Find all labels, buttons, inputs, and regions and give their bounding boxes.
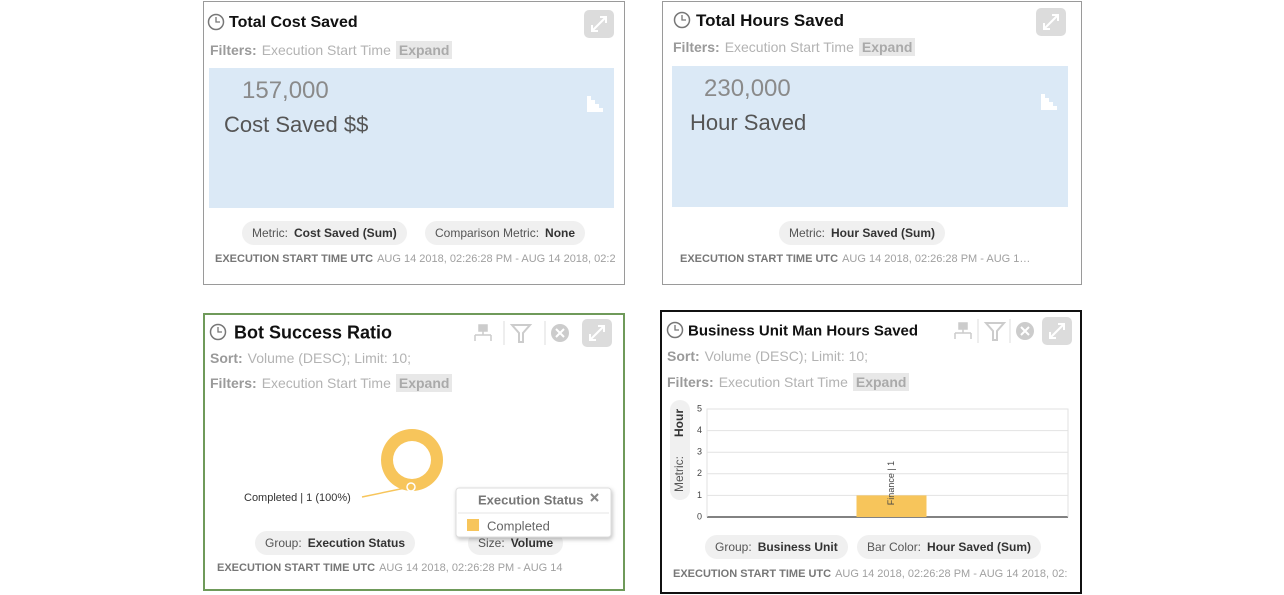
pill-value: Volume (510, 536, 554, 550)
footer: EXECUTION START TIME UTC AUG 14 2018, 02:… (217, 562, 563, 574)
kpi-value: 157,000 (242, 77, 329, 104)
filters-text: Execution Start Time (718, 374, 848, 390)
footer-label: EXECUTION START TIME UTC (680, 253, 839, 265)
sort-label: Sort: (210, 350, 243, 366)
sort-text: Volume (DESC); Limit: 10; (704, 348, 869, 364)
sort-row: Sort: Volume (DESC); Limit: 10; (667, 348, 868, 364)
filters-label: Filters: (210, 375, 257, 391)
filters-label: Filters: (667, 374, 714, 390)
pill-value: Execution Status (307, 536, 406, 550)
filters-label: Filters: (210, 42, 257, 58)
kpi-label: Cost Saved $$ (224, 112, 369, 137)
filters-row: Filters: Execution Start Time Expand (667, 373, 910, 391)
filters-row: Filters: Execution Start Time Expand (210, 41, 453, 59)
pill-label: Bar Color: (867, 540, 922, 554)
footer: EXECUTION START TIME UTC AUG 14 2018, 02:… (215, 253, 615, 265)
widget-title: Total Hours Saved (696, 11, 844, 30)
pill-label: Group: (715, 540, 752, 554)
footer-range: AUG 14 2018, 02:26:28 PM - AUG 1… (842, 253, 1031, 265)
pill-label: Metric: (789, 226, 825, 240)
filters-row: Filters: Execution Start Time Expand (673, 38, 916, 56)
sort-row: Sort: Volume (DESC); Limit: 10; (210, 350, 411, 366)
pill-value: Business Unit (757, 540, 838, 554)
footer-label: EXECUTION START TIME UTC (217, 562, 376, 574)
pill: Size: Volume (468, 531, 564, 555)
pill: Comparison Metric: None (425, 221, 586, 245)
footer-label: EXECUTION START TIME UTC (673, 568, 832, 580)
pill-value: Cost Saved (Sum) (294, 226, 397, 240)
filters-text: Execution Start Time (261, 375, 391, 391)
pill-value: None (545, 226, 576, 240)
kpi-panel (672, 66, 1068, 207)
expand-button[interactable]: Expand (395, 374, 453, 392)
expand-button[interactable]: Expand (852, 373, 910, 391)
kpi-panel (209, 68, 614, 208)
filters-row: Filters: Execution Start Time Expand (210, 374, 453, 392)
widget-title: Total Cost Saved (229, 14, 358, 31)
sort-text: Volume (DESC); Limit: 10; (247, 350, 412, 366)
widget-title: Business Unit Man Hours Saved (688, 322, 919, 340)
kpi-value: 230,000 (704, 75, 791, 102)
footer-label: EXECUTION START TIME UTC (215, 253, 374, 265)
footer-range: AUG 14 2018, 02:26:28 PM - AUG 14 (379, 562, 563, 574)
pill-value: Hour Saved (Sum) (831, 226, 936, 240)
expand-button[interactable]: Expand (395, 41, 453, 59)
footer-range: AUG 14 2018, 02:26:28 PM - AUG 14 2018, … (377, 253, 615, 265)
pill: Bar Color: Hour Saved (Sum) (857, 535, 1042, 559)
pill-label: Comparison Metric: (435, 226, 540, 240)
pill-label: Metric: (252, 226, 288, 240)
filters-label: Filters: (673, 39, 720, 55)
pill: Group: Business Unit (705, 535, 848, 559)
pill-value: Hour Saved (Sum) (927, 540, 1032, 554)
pill-label: Size: (478, 536, 505, 550)
pill: Metric: Hour Saved (Sum) (779, 221, 946, 245)
sort-label: Sort: (667, 348, 700, 364)
widget-title: Bot Success Ratio (234, 322, 393, 343)
pill-label: Group: (265, 536, 302, 550)
filters-text: Execution Start Time (261, 42, 391, 58)
filters-text: Execution Start Time (724, 39, 854, 55)
expand-button[interactable]: Expand (858, 38, 916, 56)
pill: Group: Execution Status (255, 531, 416, 555)
kpi-label: Hour Saved (690, 110, 807, 135)
footer: EXECUTION START TIME UTC AUG 14 2018, 02:… (673, 568, 1068, 580)
pill: Metric: Cost Saved (Sum) (242, 221, 407, 245)
footer: EXECUTION START TIME UTC AUG 14 2018, 02:… (680, 253, 1030, 265)
footer-range: AUG 14 2018, 02:26:28 PM - AUG 14 2018, … (835, 568, 1068, 580)
